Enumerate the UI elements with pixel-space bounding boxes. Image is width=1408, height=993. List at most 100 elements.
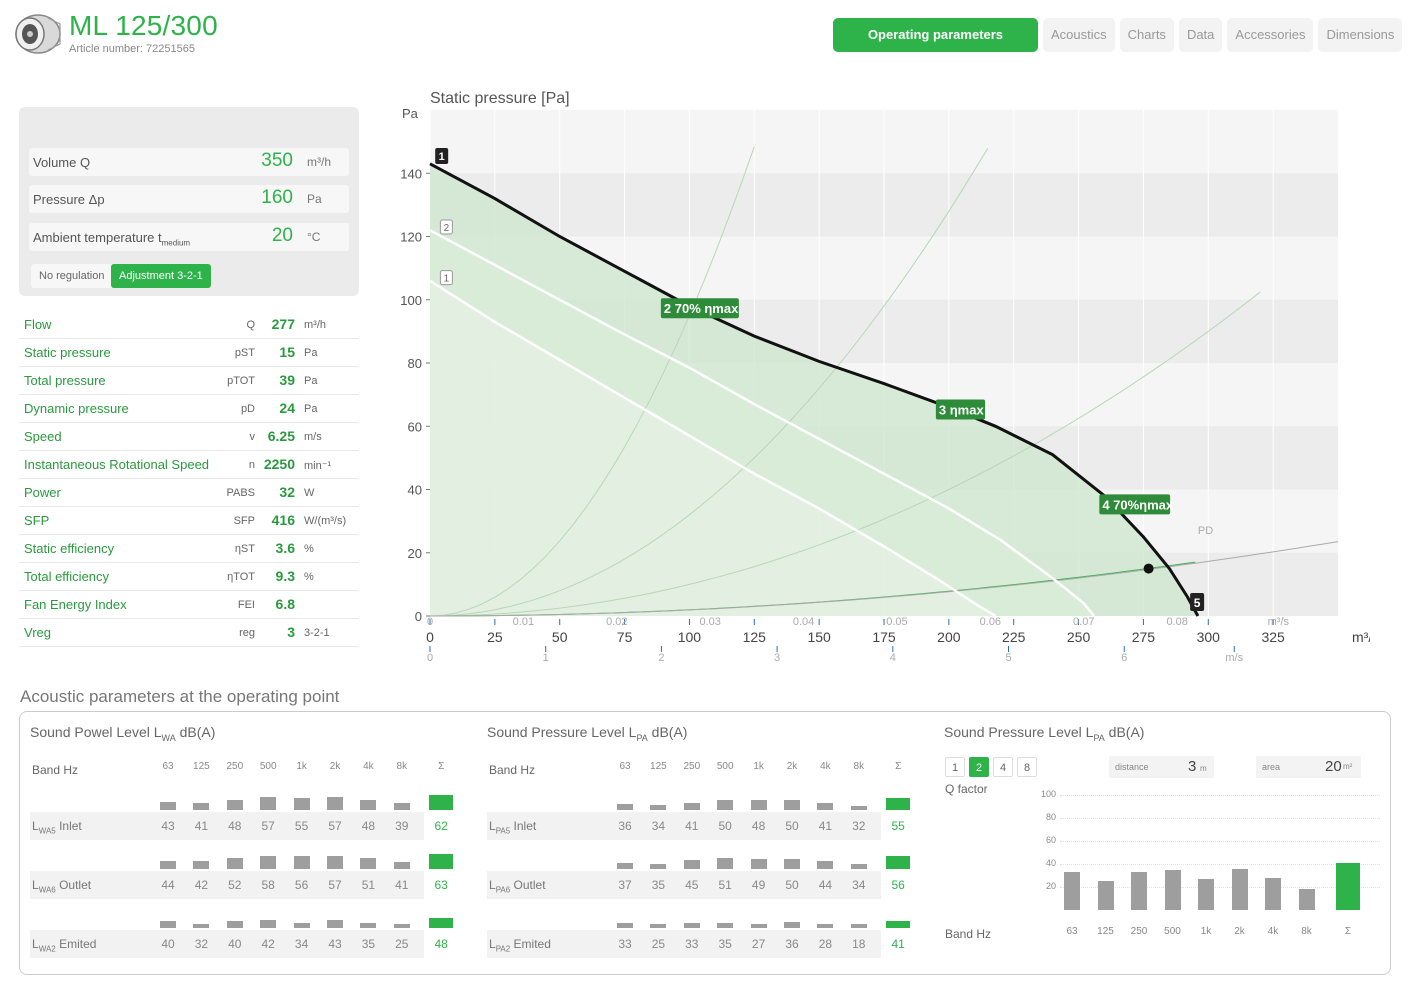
freq-header: 125 — [650, 761, 667, 772]
output-row: Flow Q 277 m³/h — [19, 311, 359, 339]
row-label: LPA2 Emited — [489, 937, 551, 954]
distance-field[interactable]: distance 3 m — [1109, 756, 1214, 778]
chart-title: Static pressure [Pa] — [430, 90, 570, 107]
level-bar — [650, 863, 667, 869]
level-bar — [1064, 872, 1080, 910]
curve-marker-3-label: 1 — [439, 151, 445, 163]
tab-data[interactable]: Data — [1178, 18, 1223, 52]
label-max — [935, 399, 986, 420]
pressure-value[interactable]: 160 — [261, 187, 293, 208]
output-value: 3.6 — [275, 540, 295, 556]
level-bar — [293, 923, 310, 928]
freq-header: 63 — [162, 761, 174, 772]
y-tick-label: 40 — [1045, 858, 1056, 868]
level-bar — [850, 864, 867, 869]
freq-label: 500 — [1164, 926, 1181, 937]
x-tick-label: 50 — [552, 629, 568, 645]
operating-area-1 — [430, 280, 996, 616]
sum-bar — [429, 795, 454, 810]
no-regulation-button[interactable]: No regulation — [31, 264, 113, 288]
output-row: Total efficiency ηTOT 9.3% — [19, 563, 359, 591]
sound-power-panel: Sound Powel Level LWA dB(A) Band Hz 63 125 2… — [20, 712, 460, 972]
ambient-input-row[interactable]: Ambient temperature tmedium 20 °C — [29, 223, 349, 251]
output-unit: Pa — [304, 375, 318, 387]
output-row: Static efficiency ηST 3.6% — [19, 535, 359, 563]
x-tick-label: 175 — [872, 629, 896, 645]
row-label: LWA6 Outlet — [32, 878, 92, 895]
y-tick-label: 80 — [1045, 812, 1056, 822]
level-bar — [750, 858, 767, 869]
tab-operating-parameters[interactable]: Operating parameters — [833, 18, 1038, 52]
output-value: 277 — [271, 316, 295, 332]
q-factor-button-4[interactable]: 4 — [993, 757, 1013, 777]
tab-accessories[interactable]: Accessories — [1227, 18, 1314, 52]
volume-value[interactable]: 350 — [261, 150, 293, 171]
level-bar — [260, 797, 277, 810]
level-bar — [160, 801, 176, 810]
level-value: 52 — [228, 878, 242, 892]
acoustic-section-title: Acoustic parameters at the operating poi… — [20, 687, 340, 706]
q-factor-button-2[interactable]: 2 — [969, 757, 989, 777]
level-bar — [817, 924, 834, 928]
output-value: 32 — [279, 484, 295, 500]
nav-tabs: Operating parameters Acoustics Charts Da… — [833, 18, 1403, 52]
level-bar — [817, 802, 834, 810]
tab-dimensions[interactable]: Dimensions — [1318, 18, 1403, 52]
secondary-tick-ms: 5 — [1005, 652, 1011, 664]
operating-point[interactable] — [1143, 563, 1154, 574]
level-value: 36 — [618, 819, 632, 833]
y-tick-label: 100 — [1040, 789, 1056, 799]
freq-header: 1k — [753, 761, 764, 772]
level-value: 43 — [328, 937, 342, 951]
x-tick-label: 25 — [487, 629, 503, 645]
level-value: 36 — [785, 937, 799, 951]
level-bar — [784, 922, 800, 928]
tab-charts[interactable]: Charts — [1119, 18, 1174, 52]
band-hz-label: Band Hz — [489, 763, 536, 777]
adjustment-button[interactable]: Adjustment 3-2-1 — [111, 264, 211, 288]
output-symbol: n — [248, 459, 255, 471]
freq-header: 250 — [683, 761, 701, 772]
sum-bar — [886, 797, 911, 810]
q-factor-button-8[interactable]: 8 — [1017, 757, 1037, 777]
x-tick-label: 150 — [807, 629, 831, 645]
q-factor-label: Q factor — [945, 782, 988, 796]
ambient-value[interactable]: 20 — [271, 225, 293, 246]
y-tick-label: 60 — [1045, 835, 1056, 845]
level-bar — [293, 797, 310, 810]
fan-curve-2 — [429, 229, 1096, 617]
output-row: SFP SFP 416 W/(m³/s) — [19, 507, 359, 535]
secondary-tick-m3s: 0 — [427, 616, 433, 628]
y-tick-label: 40 — [408, 483, 422, 498]
curve-marker-label: 1 — [444, 274, 450, 285]
article-number: Article number: 72251565 — [69, 43, 195, 55]
secondary-tick-ms: 2 — [658, 652, 664, 664]
output-symbol: reg — [239, 627, 255, 639]
freq-header: 63 — [619, 761, 631, 772]
ambient-label: Ambient temperature tmedium — [33, 230, 191, 248]
volume-input-row[interactable]: Volume Q 350 m³/h — [29, 148, 349, 176]
level-value: 18 — [852, 937, 866, 951]
area-field[interactable]: area 20 m² — [1256, 756, 1361, 778]
x-axis-label: m³/h — [1352, 629, 1370, 645]
curve-marker — [439, 270, 453, 286]
x-tick-label: 200 — [937, 629, 961, 645]
level-bar — [1164, 869, 1181, 910]
level-bar — [393, 861, 410, 869]
level-value: 33 — [685, 937, 699, 951]
ambient-unit: °C — [307, 230, 321, 244]
output-table: Flow Q 277 m³/h Static pressure pST 15 Pa Total … — [19, 311, 359, 647]
level-value: 37 — [618, 878, 632, 892]
tab-acoustics[interactable]: Acoustics — [1043, 18, 1115, 52]
x-tick-label: 275 — [1132, 629, 1156, 645]
pressure-input-row[interactable]: Pressure Δp 160 Pa — [29, 185, 349, 213]
level-bar — [193, 861, 210, 869]
level-bar — [393, 803, 410, 810]
output-unit: % — [304, 543, 314, 555]
secondary-tick-ms: 6 — [1121, 652, 1127, 664]
sound-pressure-chart-panel: Sound Pressure Level LPA dB(A) 1 2 4 8 Q fact… — [934, 712, 1384, 972]
level-value: 35 — [361, 937, 376, 951]
q-factor-button-1[interactable]: 1 — [945, 757, 965, 777]
x-tick-label: 225 — [1002, 629, 1026, 645]
level-bar — [1231, 868, 1248, 910]
